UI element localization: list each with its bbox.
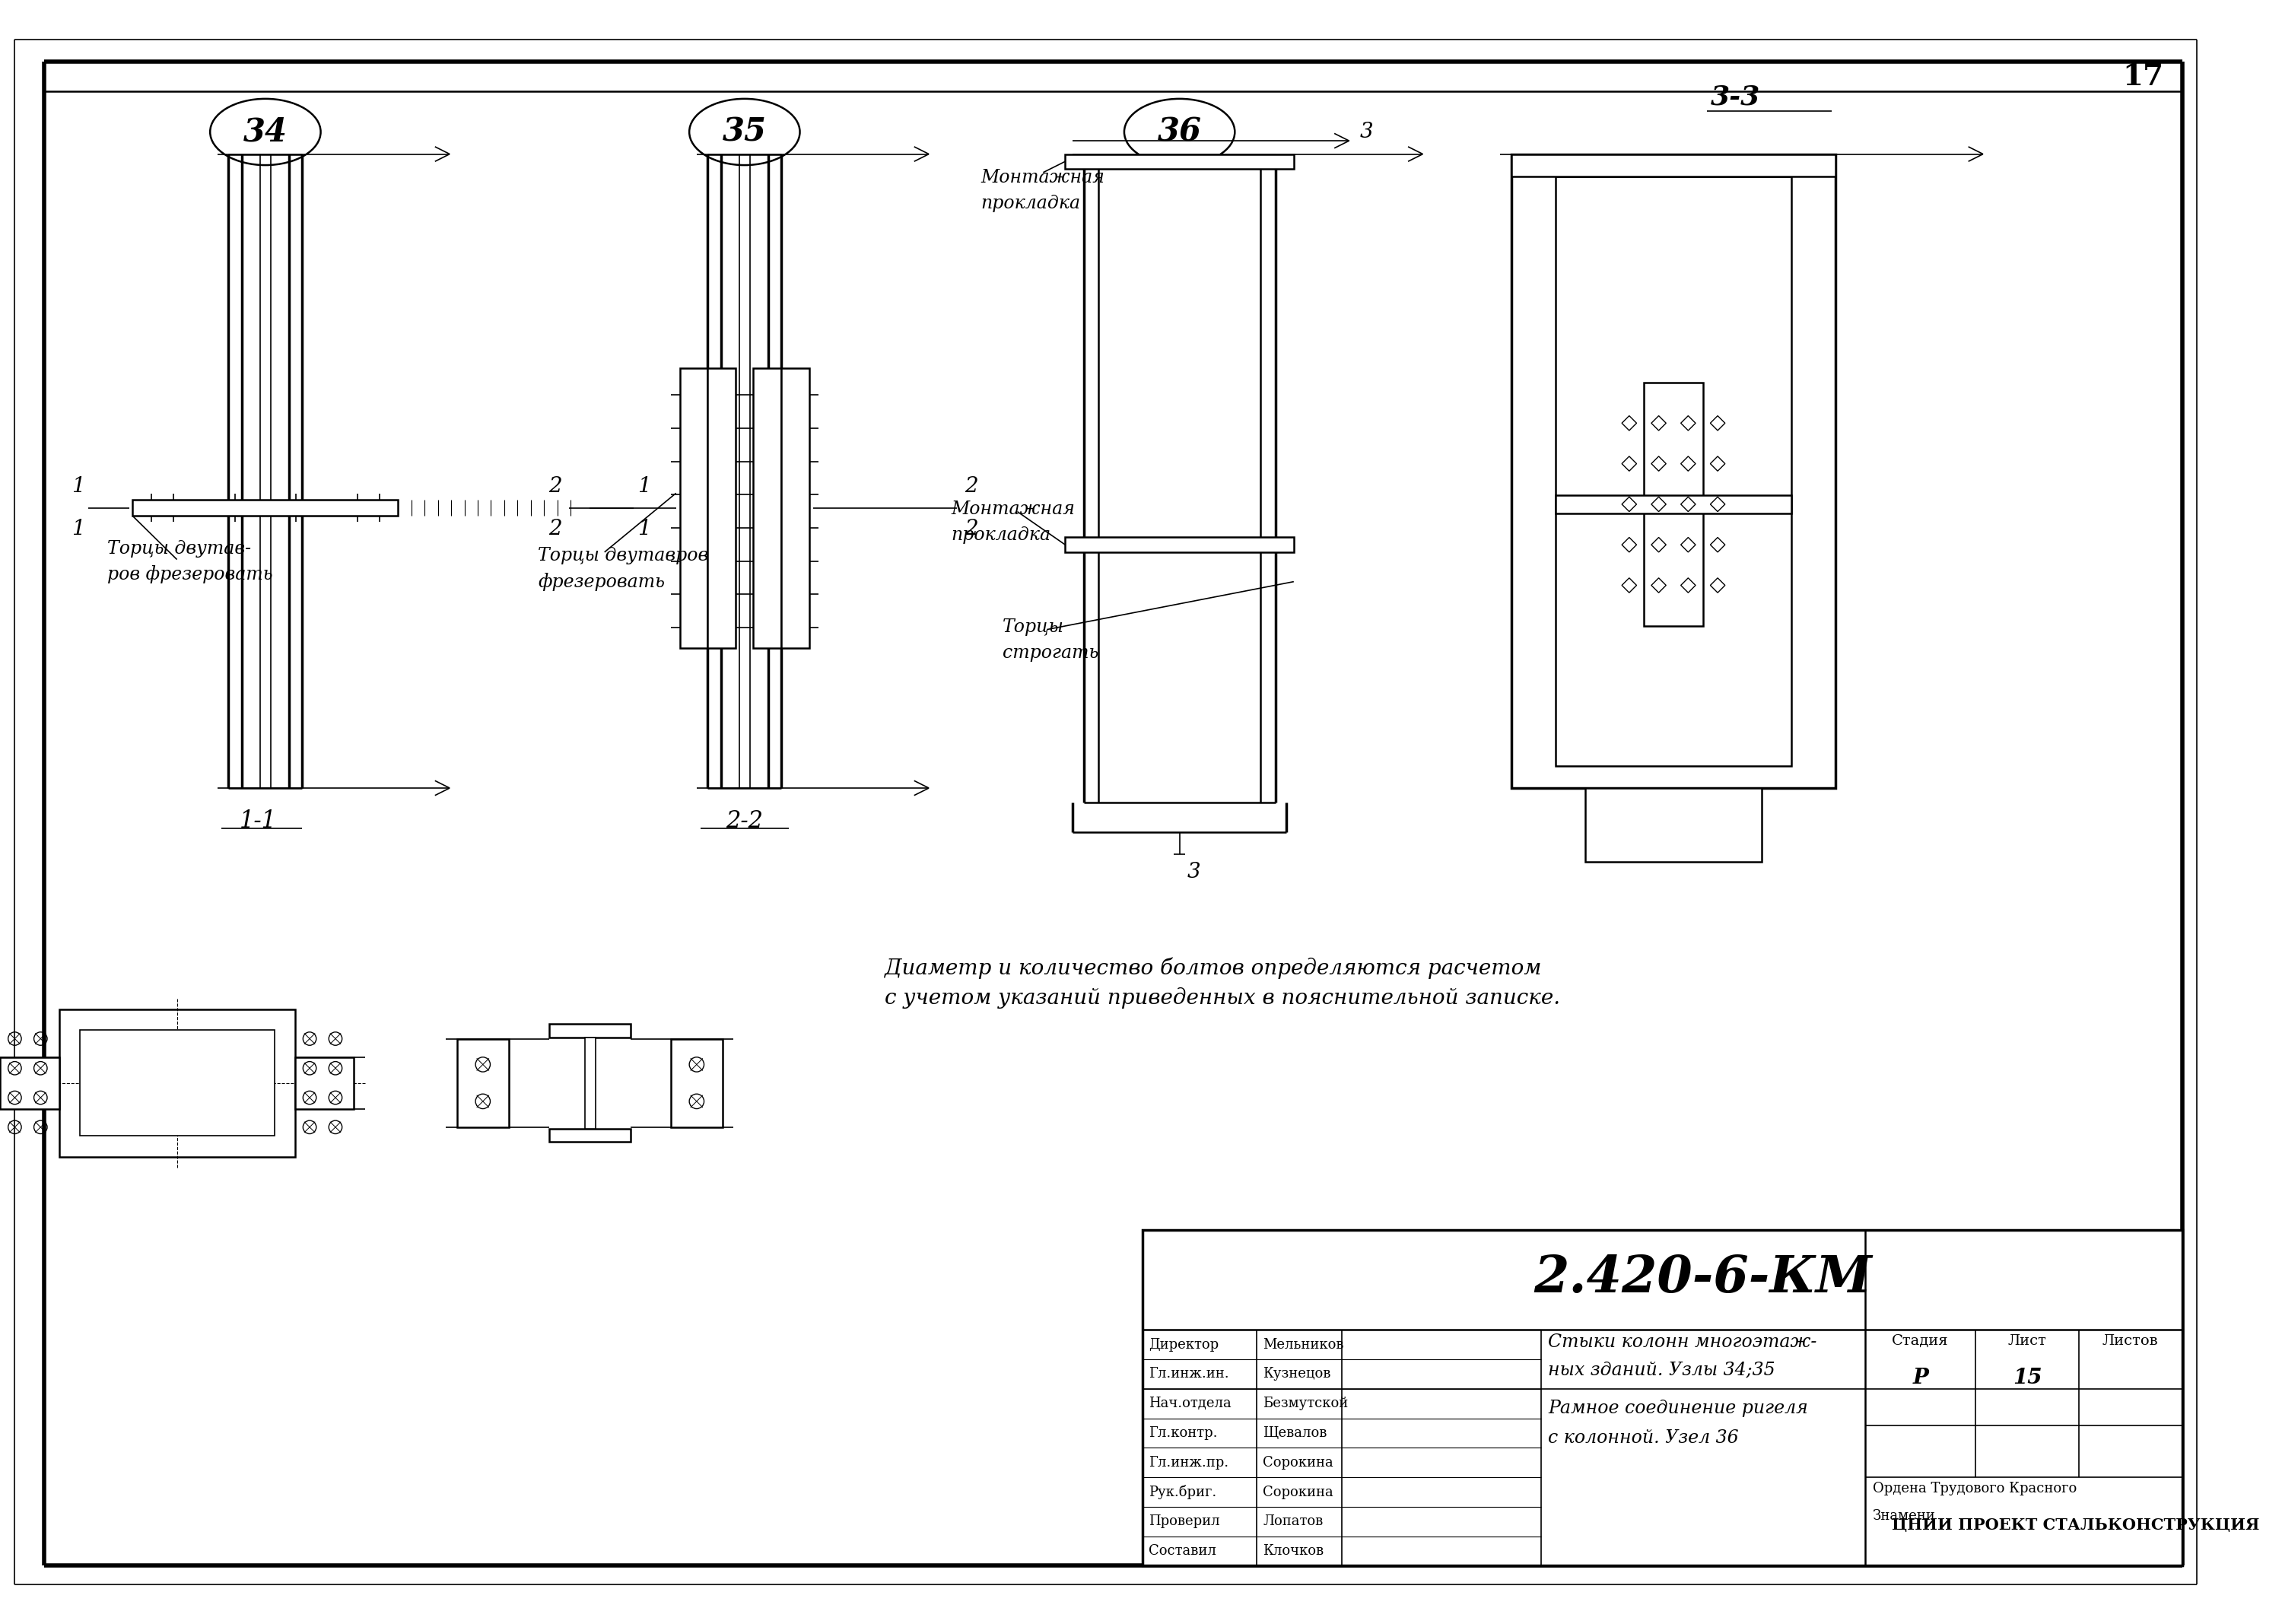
Bar [550,1025,630,1038]
Text: строгать: строгать [1002,645,1098,663]
Text: 2.420-6-КМ: 2.420-6-КМ [1534,1254,1871,1302]
Text: Торцы: Торцы [1002,619,1063,637]
Bar [1586,788,1762,862]
Bar [1511,154,1835,175]
Text: Проверил: Проверил [1148,1515,1221,1528]
Bar [132,500,397,516]
Text: 3-3: 3-3 [1709,84,1759,110]
Text: Монтажная: Монтажная [981,169,1104,187]
Text: ЦНИИ ПРОЕКТ СТАЛЬКОНСТРУКЦИЯ: ЦНИИ ПРОЕКТ СТАЛЬКОНСТРУКЦИЯ [1892,1517,2259,1533]
Text: 1: 1 [637,476,650,497]
Bar [1511,154,1835,788]
Bar [753,369,780,648]
Text: Ордена Трудового Красного: Ордена Трудового Красного [1874,1481,2077,1496]
Text: 1: 1 [71,520,84,539]
Text: с колонной. Узел 36: с колонной. Узел 36 [1547,1429,1739,1447]
Text: ров фрезеровать: ров фрезеровать [107,565,272,583]
Bar [550,1129,630,1142]
Text: 2: 2 [965,520,977,539]
Text: Лист: Лист [2008,1333,2047,1348]
Text: Директор: Директор [1148,1338,1219,1351]
Text: Составил: Составил [1148,1544,1216,1557]
Text: Сорокина: Сорокина [1262,1455,1333,1470]
Bar [1643,383,1702,625]
Text: Листов: Листов [2102,1333,2159,1348]
Bar [80,1030,274,1137]
Text: с учетом указаний приведенных в пояснительной записке.: с учетом указаний приведенных в поясните… [885,987,1561,1009]
Text: 34: 34 [244,115,288,148]
Text: Щевалов: Щевалов [1262,1426,1328,1440]
Text: Сорокина: Сорокина [1262,1486,1333,1499]
Bar [1556,175,1791,767]
Bar [294,1057,354,1109]
Text: 15: 15 [2013,1367,2042,1389]
Text: Стыки колонн многоэтаж-: Стыки колонн многоэтаж- [1547,1333,1816,1351]
Bar [780,369,810,648]
Text: 3: 3 [1360,122,1374,143]
Bar [584,1038,596,1129]
Text: Торцы двутав-: Торцы двутав- [107,539,251,557]
Bar [680,369,707,648]
Text: Рамное соединение ригеля: Рамное соединение ригеля [1547,1400,1807,1418]
Text: прокладка: прокладка [981,195,1079,213]
Text: 2: 2 [548,476,561,497]
Text: 2: 2 [965,476,977,497]
Text: 2-2: 2-2 [726,809,762,833]
Text: 1-1: 1-1 [240,809,276,833]
Text: фрезеровать: фрезеровать [539,573,664,591]
Bar [1143,1231,2182,1566]
Text: 36: 36 [1157,115,1203,148]
Text: Кузнецов: Кузнецов [1262,1367,1330,1380]
Text: Рук.бриг.: Рук.бриг. [1148,1484,1216,1499]
Bar [456,1039,509,1127]
Text: Гл.инж.пр.: Гл.инж.пр. [1148,1455,1228,1470]
Text: Гл.контр.: Гл.контр. [1148,1426,1216,1440]
Text: Клочков: Клочков [1262,1544,1324,1557]
Text: Диаметр и количество болтов определяются расчетом: Диаметр и количество болтов определяются… [885,958,1540,979]
Text: Знамени: Знамени [1874,1509,1935,1522]
Bar [1066,538,1294,552]
Bar [707,369,735,648]
Text: Нач.отдела: Нач.отдела [1148,1397,1232,1410]
Text: 1: 1 [71,476,84,497]
Bar [671,1039,723,1127]
Text: 1: 1 [637,520,650,539]
Text: Монтажная: Монтажная [952,500,1075,518]
Text: 3: 3 [1187,862,1200,882]
Bar [0,1057,59,1109]
Text: Торцы двутавров: Торцы двутавров [539,547,710,565]
Text: прокладка: прокладка [952,526,1050,544]
Bar [1066,154,1294,169]
Text: Стадия: Стадия [1892,1333,1949,1348]
Text: 17: 17 [2122,62,2163,91]
Bar [1556,495,1791,513]
Text: Лопатов: Лопатов [1262,1515,1324,1528]
Text: 35: 35 [723,115,767,148]
Text: Мельников: Мельников [1262,1338,1344,1351]
Text: 2: 2 [548,520,561,539]
Text: Безмутской: Безмутской [1262,1397,1349,1410]
Text: Р: Р [1912,1367,1928,1389]
Text: Гл.инж.ин.: Гл.инж.ин. [1148,1367,1230,1380]
Bar [59,1009,294,1156]
Text: ных зданий. Узлы 34;35: ных зданий. Узлы 34;35 [1547,1361,1775,1379]
